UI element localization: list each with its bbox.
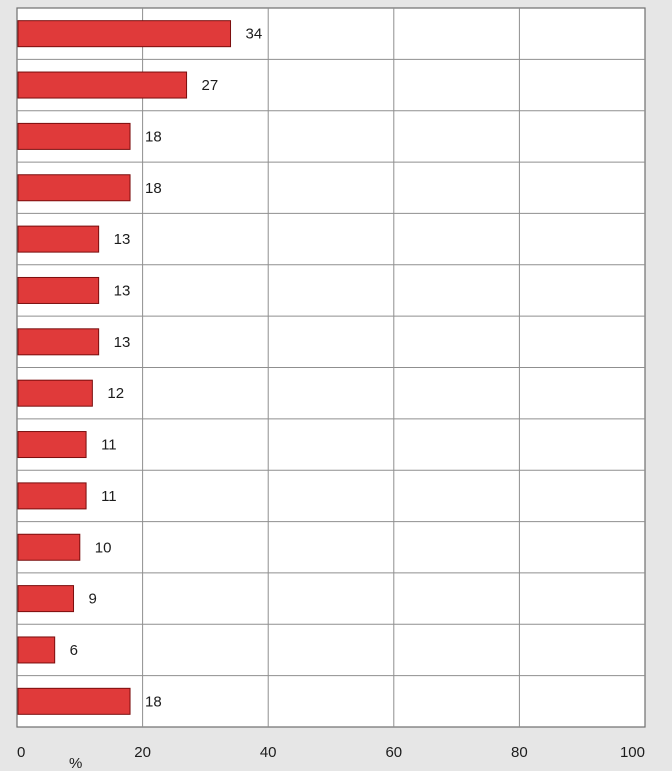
bar-value-label-12: 6 — [70, 642, 78, 659]
bar-value-label-6: 13 — [114, 334, 131, 351]
x-tick-label-2: 40 — [260, 744, 277, 761]
bar-value-label-5: 13 — [114, 282, 131, 299]
bar-value-label-0: 34 — [246, 26, 263, 43]
bar-value-label-4: 13 — [114, 231, 131, 248]
bar-value-label-8: 11 — [101, 437, 117, 454]
bar-value-label-2: 18 — [145, 128, 162, 145]
bar-2 — [17, 122, 131, 150]
bar-13 — [17, 687, 131, 715]
bar-5 — [17, 276, 100, 304]
bar-9 — [17, 482, 87, 510]
bar-4 — [17, 225, 100, 253]
bar-6 — [17, 328, 100, 356]
bar-value-label-1: 27 — [202, 77, 219, 94]
bar-value-label-7: 12 — [107, 385, 124, 402]
bar-11 — [17, 585, 75, 613]
grid-lines — [17, 8, 645, 727]
bar-0 — [17, 20, 232, 48]
x-tick-label-5: 100 — [620, 744, 645, 761]
value-labels: 34 27 18 18 13 13 13 12 11 11 10 9 6 18 — [70, 26, 263, 711]
bars — [17, 20, 232, 715]
bar-1 — [17, 71, 188, 99]
bar-7 — [17, 379, 93, 407]
bar-value-label-3: 18 — [145, 180, 162, 197]
bar-12 — [17, 636, 56, 664]
x-axis-ticks: 0 20 40 60 80 100 — [17, 744, 645, 761]
x-tick-label-4: 80 — [511, 744, 528, 761]
x-tick-label-3: 60 — [385, 744, 402, 761]
bar-value-label-9: 11 — [101, 488, 117, 505]
x-tick-label-1: 20 — [134, 744, 151, 761]
bar-3 — [17, 174, 131, 202]
x-tick-label-0: 0 — [17, 744, 25, 761]
bar-value-label-11: 9 — [89, 591, 97, 608]
x-axis-unit-label: % — [69, 755, 82, 771]
bar-value-label-13: 18 — [145, 693, 162, 710]
bar-8 — [17, 431, 87, 459]
bar-10 — [17, 533, 81, 561]
bar-value-label-10: 10 — [95, 539, 112, 556]
